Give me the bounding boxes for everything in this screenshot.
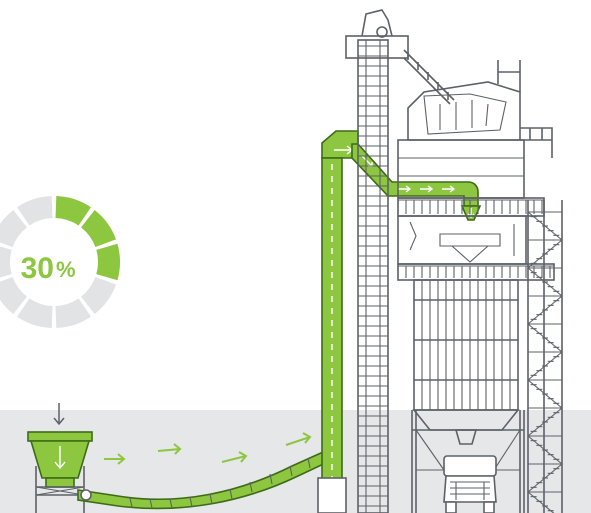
elevator-foot <box>317 477 347 513</box>
silo-legs <box>411 410 525 513</box>
progress-unit: % <box>56 257 76 282</box>
donut-segment-active <box>96 243 120 281</box>
donut-segment-inactive <box>0 277 27 315</box>
donut-segment-inactive <box>17 196 53 226</box>
donut-segment-inactive <box>17 298 53 328</box>
duct-arrow-icon <box>398 185 412 193</box>
donut-segment-inactive <box>0 246 12 278</box>
head-pulley <box>376 26 388 38</box>
upper-right-railing <box>520 127 553 158</box>
screen-house-detail <box>423 93 507 135</box>
truck-cab <box>443 475 497 503</box>
flow-arrow-icon <box>285 432 312 446</box>
donut-segment-inactive <box>0 209 27 247</box>
upper-stair <box>403 49 455 105</box>
truck-grille <box>450 481 490 500</box>
screen-rail <box>497 60 521 92</box>
head-hood <box>361 9 393 37</box>
flow-arrow-icon <box>221 451 248 463</box>
main-tower <box>345 9 563 513</box>
mixer-section <box>397 215 527 265</box>
silo-bands <box>414 299 518 381</box>
bin-outlet <box>45 477 75 488</box>
conveyor-tail-pulley <box>80 489 92 501</box>
hot-aggregate-duct <box>351 143 479 207</box>
bin-inner-arrow-icon <box>54 446 66 470</box>
flow-arrow-icon <box>157 443 182 455</box>
screen-house <box>407 81 521 141</box>
duct-arrow-icon <box>442 185 456 193</box>
truck-bed <box>443 455 497 477</box>
bin-top-rim <box>27 431 93 442</box>
truck-wheel-right <box>483 501 495 513</box>
truck-wheel-left <box>445 501 457 513</box>
progress-number: 30 <box>21 252 54 285</box>
weigh-platform-railing <box>397 199 544 214</box>
cold-elevator-ladder <box>357 39 389 513</box>
donut-segment-active <box>55 196 91 226</box>
feed-arrow-icon <box>53 403 65 426</box>
hot-bin-lines <box>398 157 524 177</box>
loadout-gate <box>454 429 478 445</box>
conveyor-hatching <box>129 457 311 509</box>
bin-legs <box>35 466 85 513</box>
progress-donut <box>0 196 120 328</box>
donut-segment-inactive <box>81 277 117 315</box>
side-stair-frame <box>527 200 563 513</box>
head-platform <box>345 35 409 59</box>
hot-elevator <box>317 130 359 513</box>
donut-segment-inactive <box>55 298 91 328</box>
donut-segment-active <box>81 209 117 247</box>
flow-arrow-icon <box>104 453 126 465</box>
cold-feed-bin <box>27 403 93 513</box>
bin-bracing <box>35 486 85 496</box>
duct-arrow-icon <box>420 185 434 193</box>
dump-truck-icon <box>443 455 497 513</box>
mixer-detail <box>409 221 515 263</box>
silo-cladding <box>421 280 511 410</box>
side-stair-tower <box>527 211 563 513</box>
ladder-rungs <box>358 45 388 507</box>
